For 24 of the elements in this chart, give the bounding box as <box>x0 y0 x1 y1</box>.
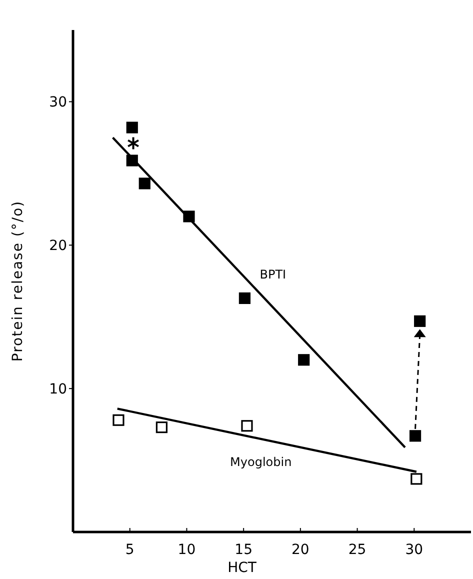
y-axis-title: Protein release (°/o) <box>10 200 26 362</box>
point <box>410 473 422 485</box>
point <box>126 122 138 134</box>
series-label: Myoglobin <box>230 455 292 470</box>
point <box>298 354 310 366</box>
point <box>409 430 422 442</box>
point <box>138 178 150 190</box>
x-tick-label: 10 <box>178 542 196 558</box>
y-tick-label: 20 <box>49 238 67 254</box>
point <box>127 136 140 150</box>
x-tick-label: 30 <box>405 542 424 558</box>
point <box>156 421 168 434</box>
point <box>414 315 426 327</box>
x-tick-label: 25 <box>348 542 366 558</box>
x-axis-title: HCT <box>228 560 257 576</box>
point <box>238 292 251 304</box>
y-tick-label: 10 <box>49 382 67 398</box>
point <box>241 420 253 432</box>
x-tick-label: 20 <box>292 542 310 558</box>
y-tick-label: 30 <box>49 94 67 111</box>
series-label: BPTI <box>260 267 286 282</box>
point <box>112 414 124 426</box>
x-tick-label: 5 <box>125 542 134 558</box>
x-tick-label: 15 <box>234 542 252 558</box>
